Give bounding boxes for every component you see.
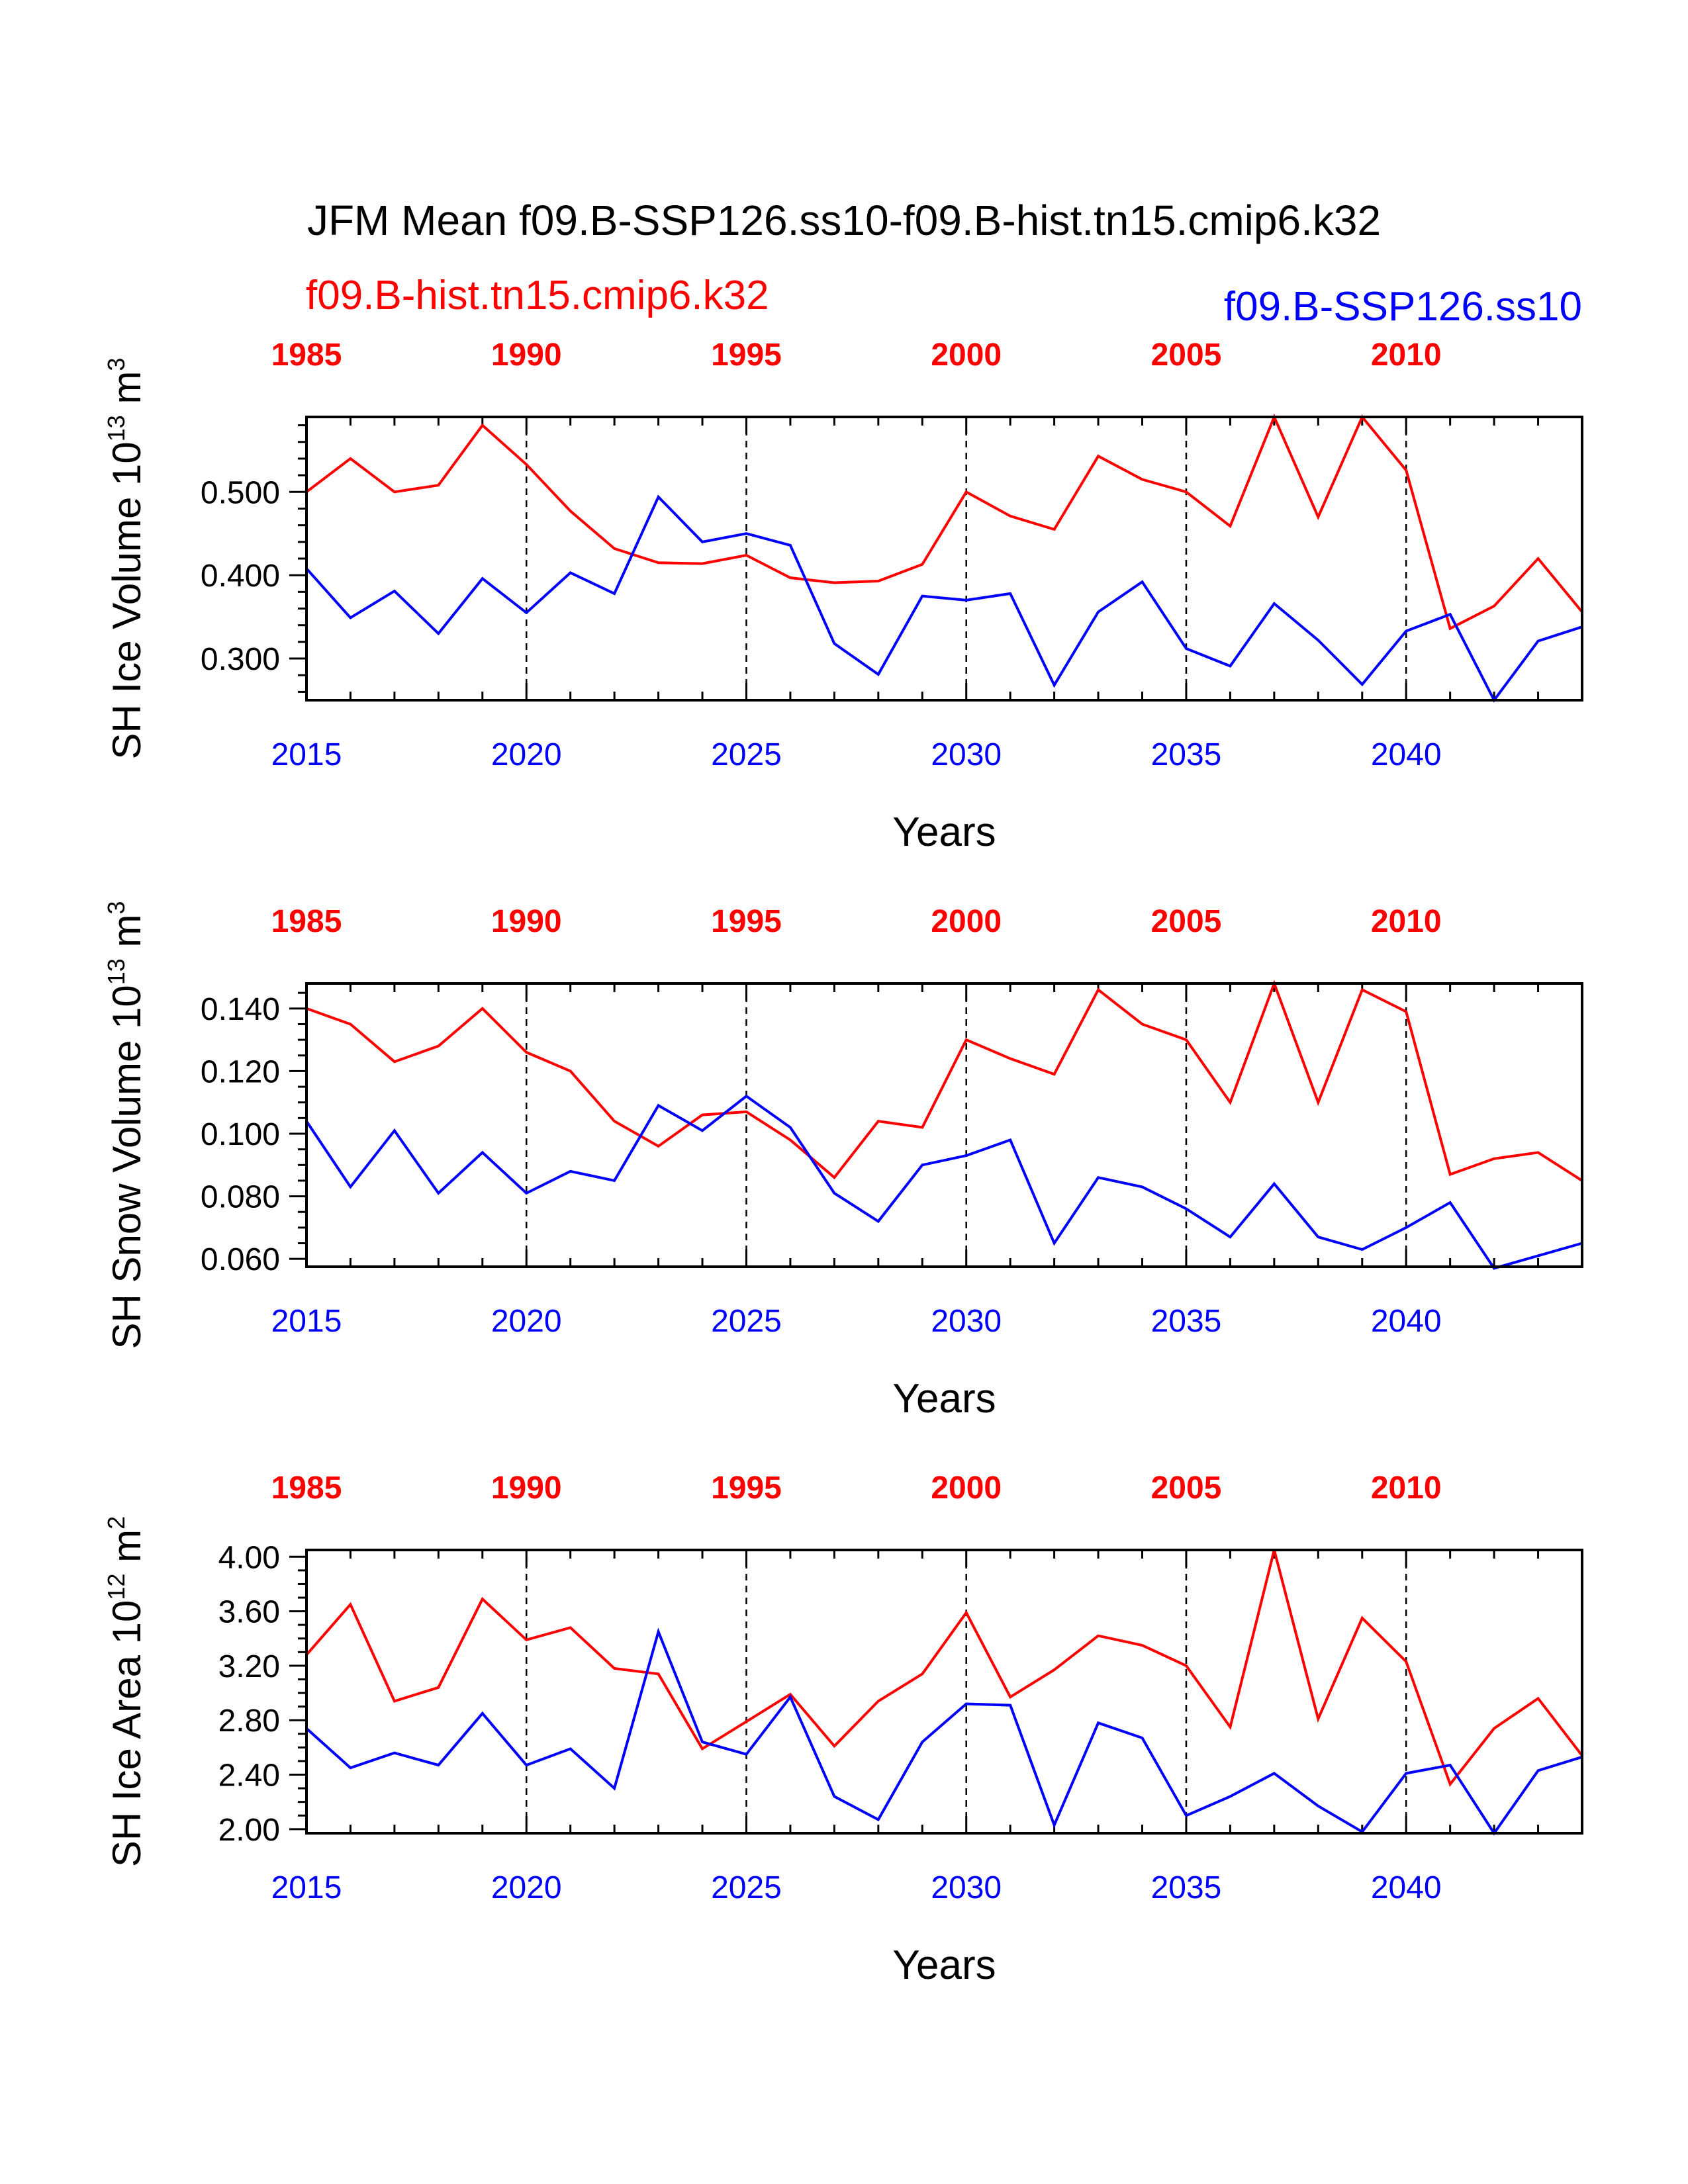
y-tick-label: 3.60 — [218, 1595, 280, 1630]
x-tick-label-bottom: 2015 — [271, 1304, 342, 1339]
y-axis-title-part: SH Ice Area 10 — [105, 1600, 149, 1868]
series-line-ssp — [305, 1627, 1583, 1836]
series-line-ssp — [305, 494, 1583, 703]
y-axis-title-part: SH Ice Volume 10 — [105, 441, 149, 759]
y-axis-title-part: 12 — [103, 1574, 130, 1600]
x-tick-label-bottom: 2040 — [1371, 737, 1442, 772]
plot-frame — [305, 982, 1583, 1268]
x-tick-label-top: 2010 — [1371, 1471, 1442, 1506]
y-tick-label: 0.400 — [201, 559, 280, 594]
x-tick-label-bottom: 2015 — [271, 1870, 342, 1905]
x-axis-title: Years — [892, 1376, 996, 1422]
y-tick-label: 0.080 — [201, 1180, 280, 1215]
y-axis-title-part: 3 — [103, 901, 130, 914]
x-tick-label-top: 1990 — [491, 1471, 562, 1506]
x-tick-label-bottom: 2030 — [931, 1870, 1002, 1905]
y-axis-title: SH Snow Volume 1013 m3 — [103, 901, 149, 1349]
y-tick-label: 2.40 — [218, 1758, 280, 1794]
chart-panel-2: 0.060 0.080 0.100 0.120 0.140 2015 2020 2025 203… — [103, 901, 1583, 1422]
x-axis-title: Years — [892, 809, 996, 855]
x-tick-label-top: 2000 — [931, 338, 1002, 373]
x-tick-label-top: 1985 — [271, 1471, 342, 1506]
x-tick-label-bottom: 2035 — [1151, 737, 1222, 772]
y-axis-title-part: 13 — [103, 415, 130, 441]
x-axis-title: Years — [892, 1942, 996, 1988]
y-tick-label: 0.060 — [201, 1242, 280, 1277]
plot-frame — [305, 1549, 1583, 1835]
y-tick-label: 0.100 — [201, 1117, 280, 1152]
figure-title: JFM Mean f09.B-SSP126.ss10-f09.B-hist.tn… — [307, 197, 1381, 244]
y-axis-title-part: 13 — [103, 958, 130, 985]
series-line-ssp — [305, 1094, 1583, 1270]
chart-panel-3: 2.00 2.40 2.80 3.20 3.60 4.00 2015 2020 2025 2030… — [103, 1471, 1583, 1988]
y-axis-title: SH Ice Volume 1013 m3 — [103, 358, 149, 760]
x-tick-label-bottom: 2015 — [271, 737, 342, 772]
x-tick-label-top: 1990 — [491, 338, 562, 373]
y-axis-title-part: 3 — [103, 358, 130, 371]
x-tick-label-top: 1990 — [491, 904, 562, 939]
x-tick-label-top: 1985 — [271, 338, 342, 373]
y-tick-label: 2.00 — [218, 1813, 280, 1848]
x-tick-label-top: 1995 — [711, 1471, 782, 1506]
x-tick-label-bottom: 2025 — [711, 1304, 782, 1339]
series-line-hist — [305, 413, 1583, 631]
x-tick-label-bottom: 2020 — [491, 1870, 562, 1905]
x-tick-label-bottom: 2025 — [711, 737, 782, 772]
x-tick-label-top: 2005 — [1151, 1471, 1222, 1506]
plot-frame — [305, 416, 1583, 702]
x-tick-label-top: 1985 — [271, 904, 342, 939]
x-tick-label-top: 2005 — [1151, 338, 1222, 373]
x-tick-label-bottom: 2020 — [491, 1304, 562, 1339]
series-line-hist — [305, 1549, 1583, 1787]
y-axis-title-part: m — [105, 915, 149, 959]
x-tick-label-top: 2010 — [1371, 904, 1442, 939]
x-tick-label-top: 2000 — [931, 904, 1002, 939]
x-tick-label-bottom: 2035 — [1151, 1870, 1222, 1905]
y-tick-label: 4.00 — [218, 1540, 280, 1575]
y-tick-label: 2.80 — [218, 1704, 280, 1739]
x-tick-label-bottom: 2035 — [1151, 1304, 1222, 1339]
x-tick-label-bottom: 2020 — [491, 737, 562, 772]
y-axis-title-part: m — [105, 371, 149, 416]
y-tick-label: 3.20 — [218, 1649, 280, 1684]
x-tick-label-bottom: 2025 — [711, 1870, 782, 1905]
y-axis-title-part: 2 — [103, 1516, 130, 1529]
x-tick-label-top: 2000 — [931, 1471, 1002, 1506]
legend-ssp-label: f09.B-SSP126.ss10 — [1224, 284, 1582, 330]
series-line-hist — [306, 979, 1583, 1182]
y-axis-title-part: SH Snow Volume 10 — [105, 985, 149, 1349]
y-tick-label: 0.120 — [201, 1054, 280, 1089]
y-tick-label: 0.500 — [201, 475, 280, 510]
x-tick-label-bottom: 2030 — [931, 737, 1002, 772]
x-tick-label-top: 1995 — [711, 338, 782, 373]
panels-group: 0.300 0.400 0.500 2015 2020 2025 2030 2035 2040 1… — [103, 338, 1583, 1988]
y-tick-label: 0.140 — [201, 992, 280, 1027]
x-tick-label-top: 2010 — [1371, 338, 1442, 373]
x-tick-label-bottom: 2040 — [1371, 1870, 1442, 1905]
x-tick-label-bottom: 2030 — [931, 1304, 1002, 1339]
y-tick-label: 0.300 — [201, 642, 280, 677]
x-tick-label-bottom: 2040 — [1371, 1304, 1442, 1339]
x-tick-label-top: 2005 — [1151, 904, 1222, 939]
y-axis-title: SH Ice Area 1012 m2 — [103, 1516, 149, 1867]
y-axis-title-part: m — [105, 1529, 149, 1574]
legend-hist-label: f09.B-hist.tn15.cmip6.k32 — [306, 273, 769, 318]
chart-panel-1: 0.300 0.400 0.500 2015 2020 2025 2030 2035 2040 1… — [103, 338, 1583, 855]
x-tick-label-top: 1995 — [711, 904, 782, 939]
